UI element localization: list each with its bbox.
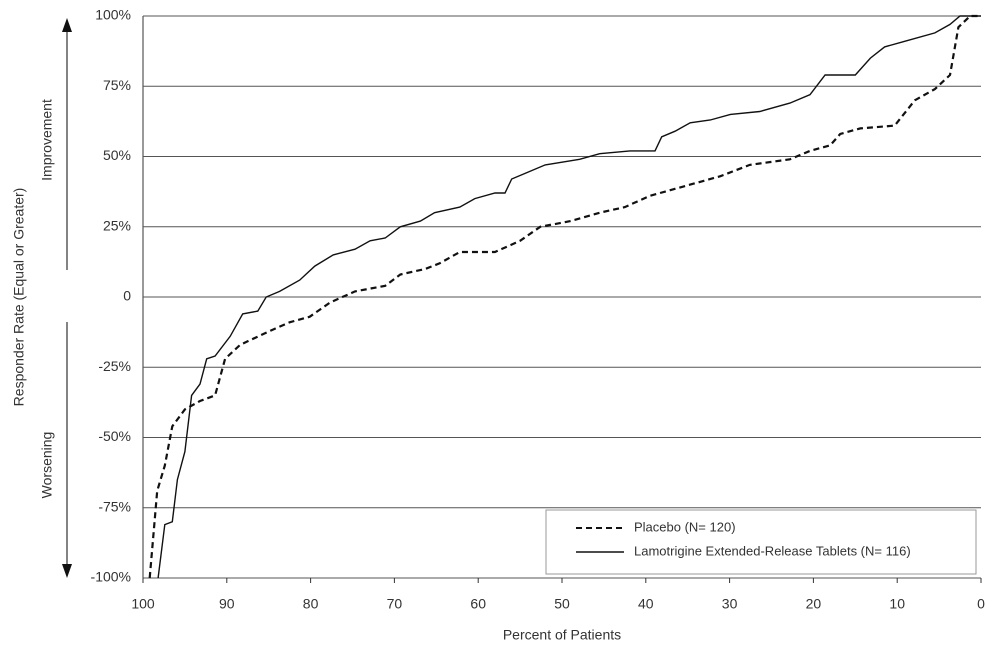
x-axis-label: Percent of Patients	[503, 627, 621, 643]
x-tick-label: 100	[131, 596, 155, 612]
x-tick-label: 50	[554, 596, 570, 612]
y-tick-label: -75%	[98, 498, 131, 514]
annotation: Improvement	[39, 99, 55, 181]
series-line	[157, 15, 981, 579]
y-tick-label: 0	[123, 288, 131, 304]
legend-label: Placebo (N= 120)	[634, 519, 736, 534]
x-tick-label: 70	[387, 596, 403, 612]
x-tick-label: 10	[889, 596, 905, 612]
legend-box	[545, 509, 977, 575]
x-tick-label: 90	[219, 596, 235, 612]
x-tick-label: 80	[303, 596, 319, 612]
y-tick-label: 75%	[103, 77, 131, 93]
x-tick-label: 60	[470, 596, 486, 612]
legend-label: Lamotrigine Extended-Release Tablets (N=…	[634, 543, 911, 558]
y-tick-label: -25%	[98, 358, 131, 374]
arrow-head	[62, 564, 72, 578]
x-tick-label: 0	[977, 596, 985, 612]
annotation: Worsening	[39, 432, 55, 499]
y-tick-label: 25%	[103, 217, 131, 233]
y-tick-label: -50%	[98, 428, 131, 444]
x-tick-label: 30	[722, 596, 738, 612]
x-tick-label: 40	[638, 596, 654, 612]
series-line	[148, 14, 981, 579]
y-tick-label: 50%	[103, 147, 131, 163]
x-tick-label: 20	[806, 596, 822, 612]
y-tick-label: -100%	[91, 569, 131, 585]
y-tick-label: 100%	[95, 7, 131, 23]
arrow-head	[62, 18, 72, 32]
y-axis-label: Responder Rate (Equal or Greater)	[11, 188, 27, 407]
